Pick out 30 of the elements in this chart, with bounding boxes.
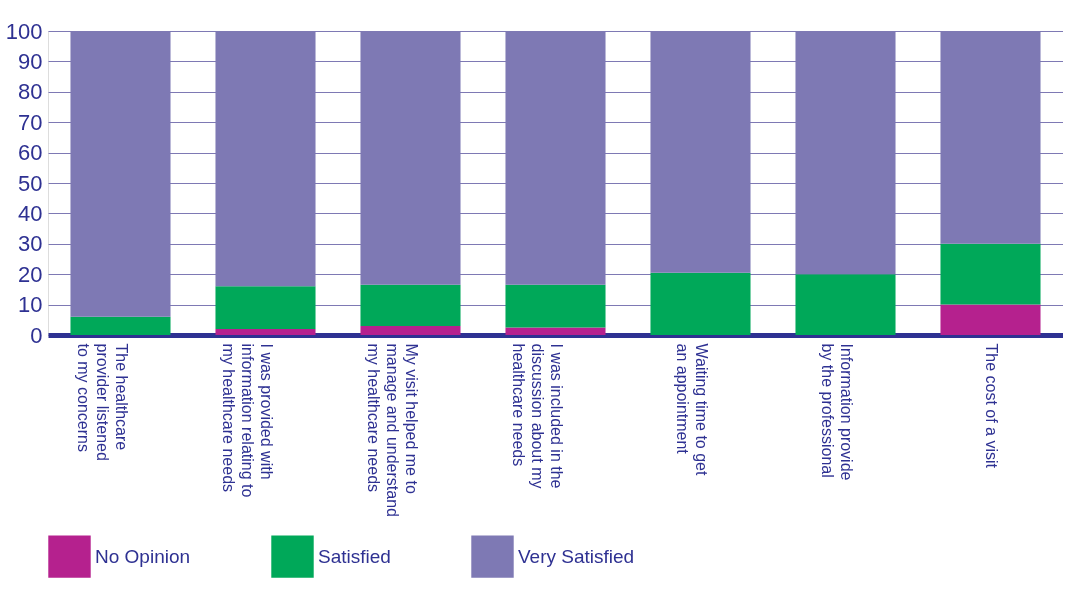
x-tick-label: Information provide by the professional — [818, 343, 855, 481]
legend-label: Satisfied — [318, 545, 391, 567]
legend-label: No Opinion — [95, 545, 191, 567]
bar — [215, 286, 316, 329]
bar — [360, 284, 461, 326]
y-tick-label: 80 — [18, 79, 43, 105]
x-tick-label: The cost of a visit — [982, 343, 1000, 469]
bar — [505, 284, 606, 328]
bar — [940, 304, 1041, 335]
bar — [360, 325, 461, 335]
y-tick-label: 60 — [18, 140, 43, 166]
y-tick-label: 10 — [18, 292, 43, 318]
y-tick-label: 40 — [18, 200, 43, 226]
legend-label: Very Satisfied — [518, 545, 635, 567]
bar — [215, 328, 316, 335]
x-tick-label: Waiting time to get an appointment — [673, 343, 710, 476]
y-tick-label: 70 — [18, 109, 43, 135]
bar — [70, 316, 171, 335]
y-tick-label: 30 — [18, 231, 43, 257]
bar — [650, 272, 751, 335]
x-tick-label: I was included in the discussion about my healthcare needs — [509, 343, 565, 489]
y-tick-label: 50 — [18, 170, 43, 196]
bar — [505, 327, 606, 335]
bar — [795, 274, 896, 335]
y-tick-label: 20 — [18, 261, 43, 287]
y-tick-label: 0 — [30, 322, 43, 348]
y-tick-label: 90 — [18, 48, 43, 74]
y-tick-label: 100 — [5, 18, 43, 44]
bar — [940, 243, 1041, 305]
x-tick-label: The healthcare provider listened to my concerns — [74, 343, 130, 461]
